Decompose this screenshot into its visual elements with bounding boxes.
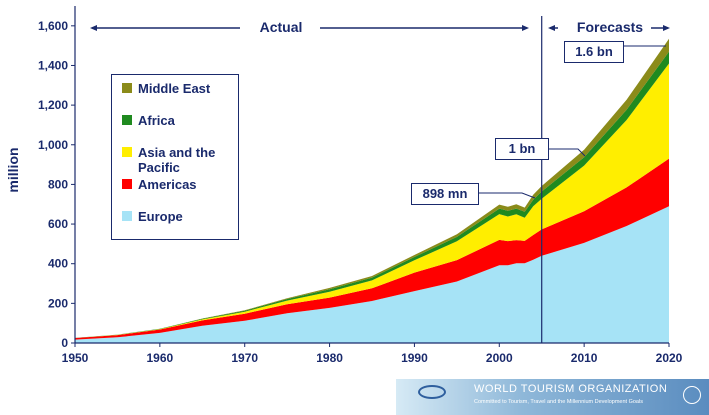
x-tick-label: 2000 [486, 351, 513, 365]
y-tick-label: 800 [48, 177, 68, 191]
actual-arrow-left-head [90, 25, 97, 31]
forecasts-label: Forecasts [577, 19, 643, 35]
y-tick-label: 1,600 [38, 19, 68, 33]
un-emblem-icon [683, 386, 701, 404]
stacked-areas [75, 38, 669, 343]
legend-swatch-africa [122, 115, 132, 125]
x-axis-ticks: 1950 1960 1970 1980 1990 2000 2010 2020 [62, 343, 683, 365]
y-tick-label: 1,000 [38, 138, 68, 152]
unwto-logo-banner: WORLD TOURISM ORGANIZATION Committed to … [396, 379, 709, 415]
y-tick-label: 1,400 [38, 58, 68, 72]
y-tick-label: 400 [48, 257, 68, 271]
callout-1bn: 1 bn [495, 138, 549, 160]
y-tick-label: 0 [61, 336, 68, 350]
legend-swatch-asia-pacific [122, 147, 132, 157]
x-tick-label: 2010 [571, 351, 598, 365]
axes [74, 6, 669, 344]
leader-898mn [479, 192, 536, 199]
x-tick-label: 1960 [147, 351, 174, 365]
x-tick-label: 1990 [401, 351, 428, 365]
legend-swatch-europe [122, 211, 132, 221]
y-axis-label: million [5, 147, 21, 192]
area-americas [75, 158, 669, 340]
y-tick-label: 600 [48, 217, 68, 231]
y-axis-ticks: 0 200 400 600 800 1,000 1,200 1,400 1,600 [38, 19, 75, 350]
actual-label: Actual [260, 19, 303, 35]
y-tick-label: 200 [48, 296, 68, 310]
callout-lines [479, 45, 666, 199]
leader-1bn [549, 148, 586, 157]
y-tick-label: 1,200 [38, 98, 68, 112]
legend-label-europe: Europe [138, 209, 183, 224]
unwto-emblem-icon [418, 385, 446, 399]
x-tick-label: 1980 [316, 351, 343, 365]
legend-swatch-americas [122, 179, 132, 189]
area-europe [75, 206, 669, 343]
callout-898mn: 898 mn [411, 183, 479, 205]
x-tick-label: 2020 [656, 351, 683, 365]
logo-title: WORLD TOURISM ORGANIZATION [474, 383, 668, 395]
legend-label-asia-pacific: Asia and the Pacific [138, 145, 216, 175]
period-header: Actual Forecasts [90, 19, 670, 35]
x-tick-label: 1950 [62, 351, 89, 365]
legend-label-americas: Americas [138, 177, 197, 192]
legend-label-africa: Africa [138, 113, 175, 128]
callout-1-6bn: 1.6 bn [564, 41, 624, 63]
actual-arrow-right-head [522, 25, 529, 31]
logo-subtitle: Committed to Tourism, Travel and the Mil… [474, 399, 643, 405]
x-tick-label: 1970 [231, 351, 258, 365]
legend: Middle East Africa Asia and the Pacific … [111, 74, 239, 240]
legend-label-middle-east: Middle East [138, 81, 211, 96]
legend-swatch-middle-east [122, 83, 132, 93]
area-asia-and-the-pacific [75, 63, 669, 338]
